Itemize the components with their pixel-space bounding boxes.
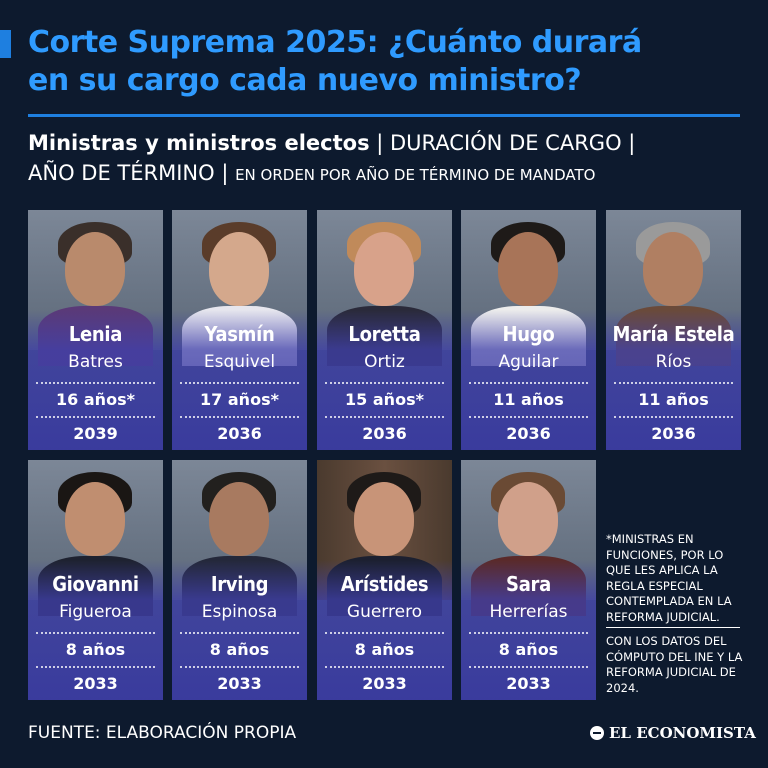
minister-duration: 17 años*: [200, 390, 279, 409]
subtitle-separator: |: [214, 161, 236, 185]
minister-last-name: Batres: [68, 352, 123, 372]
minister-end-year: 2039: [73, 424, 118, 443]
minister-card: María Estela Ríos 11 años 2036: [606, 210, 741, 450]
subtitle-separator: |: [369, 131, 391, 155]
minister-card: Hugo Aguilar 11 años 2036: [461, 210, 596, 450]
title-line-2: en su cargo cada nuevo ministro?: [28, 63, 582, 98]
footnote-active-ministers: *Ministras en funciones, por lo que les …: [606, 532, 732, 624]
minister-last-name: Espinosa: [201, 602, 278, 622]
minister-last-name: Ríos: [655, 352, 692, 372]
minister-last-name: Esquivel: [203, 352, 276, 372]
minister-last-name: Figueroa: [59, 602, 132, 622]
minister-duration: 8 años: [354, 640, 415, 659]
minister-duration: 8 años: [209, 640, 270, 659]
minister-duration: 8 años: [65, 640, 126, 659]
dotted-divider: [325, 632, 444, 634]
minister-end-year: 2036: [506, 424, 551, 443]
economista-logo-icon: [590, 726, 604, 740]
dotted-divider: [469, 666, 588, 668]
minister-first-name: Loretta: [348, 322, 421, 346]
minister-first-name: Irving: [210, 572, 269, 596]
minister-first-name: Hugo: [502, 322, 555, 346]
dotted-divider: [36, 382, 155, 384]
dotted-divider: [469, 416, 588, 418]
page-title: Corte Suprema 2025: ¿Cuánto durará en su…: [28, 24, 758, 100]
minister-duration: 16 años*: [56, 390, 135, 409]
dotted-divider: [614, 382, 733, 384]
footnote-data-source: Con los datos del cómputo del INE y la r…: [606, 634, 743, 695]
minister-end-year: 2036: [651, 424, 696, 443]
dotted-divider: [180, 632, 299, 634]
minister-card: Yasmín Esquivel 17 años* 2036: [172, 210, 307, 450]
minister-first-name: Lenia: [68, 322, 123, 346]
note-divider: [606, 627, 740, 628]
minister-last-name: Aguilar: [498, 352, 559, 372]
minister-end-year: 2033: [73, 674, 118, 693]
minister-end-year: 2033: [506, 674, 551, 693]
subtitle: Ministras y ministros electos | DURACIÓN…: [28, 128, 740, 190]
minister-card: Irving Espinosa 8 años 2033: [172, 460, 307, 700]
dotted-divider: [325, 416, 444, 418]
minister-last-name: Guerrero: [346, 602, 423, 622]
title-line-1: Corte Suprema 2025: ¿Cuánto durará: [28, 25, 642, 60]
subtitle-separator: |: [621, 131, 636, 155]
subtitle-duration: DURACIÓN DE CARGO: [390, 131, 622, 155]
minister-duration: 11 años: [638, 390, 709, 409]
minister-first-name: Giovanni: [52, 572, 139, 596]
subtitle-bold: Ministras y ministros electos: [28, 131, 370, 155]
subtitle-end-year: AÑO DE TÉRMINO: [28, 161, 215, 185]
dotted-divider: [469, 382, 588, 384]
accent-bar: [0, 30, 11, 58]
dotted-divider: [36, 632, 155, 634]
minister-first-name: Sara: [506, 572, 551, 596]
minister-first-name: Yasmín: [204, 322, 275, 346]
minister-card: Giovanni Figueroa 8 años 2033: [28, 460, 163, 700]
brand-name: EL ECONOMISTA: [609, 724, 756, 742]
dotted-divider: [614, 416, 733, 418]
subtitle-order: EN ORDEN POR AÑO DE TÉRMINO DE MANDATO: [235, 166, 596, 184]
minister-duration: 8 años: [498, 640, 559, 659]
dotted-divider: [469, 632, 588, 634]
minister-duration: 15 años*: [345, 390, 424, 409]
minister-last-name: Ortiz: [364, 352, 405, 372]
dotted-divider: [36, 416, 155, 418]
dotted-divider: [180, 666, 299, 668]
minister-card: Loretta Ortiz 15 años* 2036: [317, 210, 452, 450]
source-credit: FUENTE: ELABORACIÓN PROPIA: [28, 723, 297, 743]
minister-end-year: 2036: [217, 424, 262, 443]
minister-last-name: Herrerías: [489, 602, 568, 622]
dotted-divider: [180, 382, 299, 384]
minister-end-year: 2033: [362, 674, 407, 693]
dotted-divider: [180, 416, 299, 418]
brand-logo: EL ECONOMISTA: [590, 722, 756, 744]
dotted-divider: [325, 382, 444, 384]
minister-end-year: 2033: [217, 674, 262, 693]
dotted-divider: [36, 666, 155, 668]
minister-end-year: 2036: [362, 424, 407, 443]
minister-first-name: Arístides: [340, 572, 429, 596]
title-divider: [28, 114, 740, 117]
minister-card: Sara Herrerías 8 años 2033: [461, 460, 596, 700]
minister-card: Arístides Guerrero 8 años 2033: [317, 460, 452, 700]
dotted-divider: [325, 666, 444, 668]
minister-card: Lenia Batres 16 años* 2039: [28, 210, 163, 450]
minister-duration: 11 años: [493, 390, 564, 409]
minister-first-name: María Estela: [612, 322, 735, 346]
